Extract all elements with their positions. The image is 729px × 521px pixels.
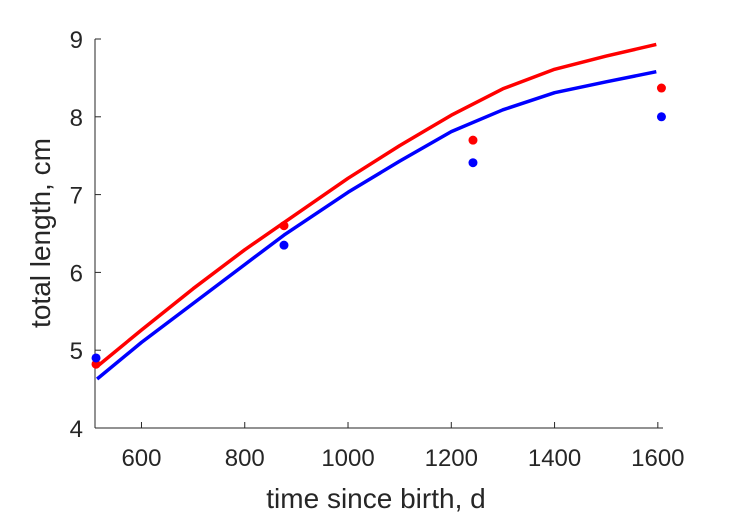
data-point	[279, 221, 289, 231]
axes: 600 800 1000 1200 1400 1600 4 5 6 7 8 9	[70, 27, 685, 472]
plot-area	[91, 42, 666, 381]
data-point	[656, 83, 666, 93]
y-tick-label: 7	[70, 183, 83, 210]
x-tick-label: 1200	[425, 445, 478, 472]
x-tick-label: 600	[121, 445, 161, 472]
data-point	[468, 135, 478, 145]
x-axis-label: time since birth, d	[266, 483, 485, 514]
y-tick-label: 9	[70, 27, 83, 54]
y-tick-label: 5	[70, 338, 83, 365]
x-tick-label: 1600	[631, 445, 684, 472]
data-point	[91, 353, 101, 363]
y-tick-label: 4	[70, 416, 83, 443]
series-line-2	[95, 42, 657, 368]
y-axis-label: total length, cm	[25, 138, 56, 328]
y-tick-label: 6	[70, 260, 83, 287]
series-line-3	[95, 69, 657, 381]
data-point	[279, 240, 289, 250]
x-tick-label: 800	[225, 445, 265, 472]
x-tick-label: 1400	[528, 445, 581, 472]
data-point	[91, 359, 101, 369]
data-point	[656, 112, 666, 122]
y-tick-label: 8	[70, 105, 83, 132]
data-point	[468, 158, 478, 168]
x-tick-label: 1000	[321, 445, 374, 472]
